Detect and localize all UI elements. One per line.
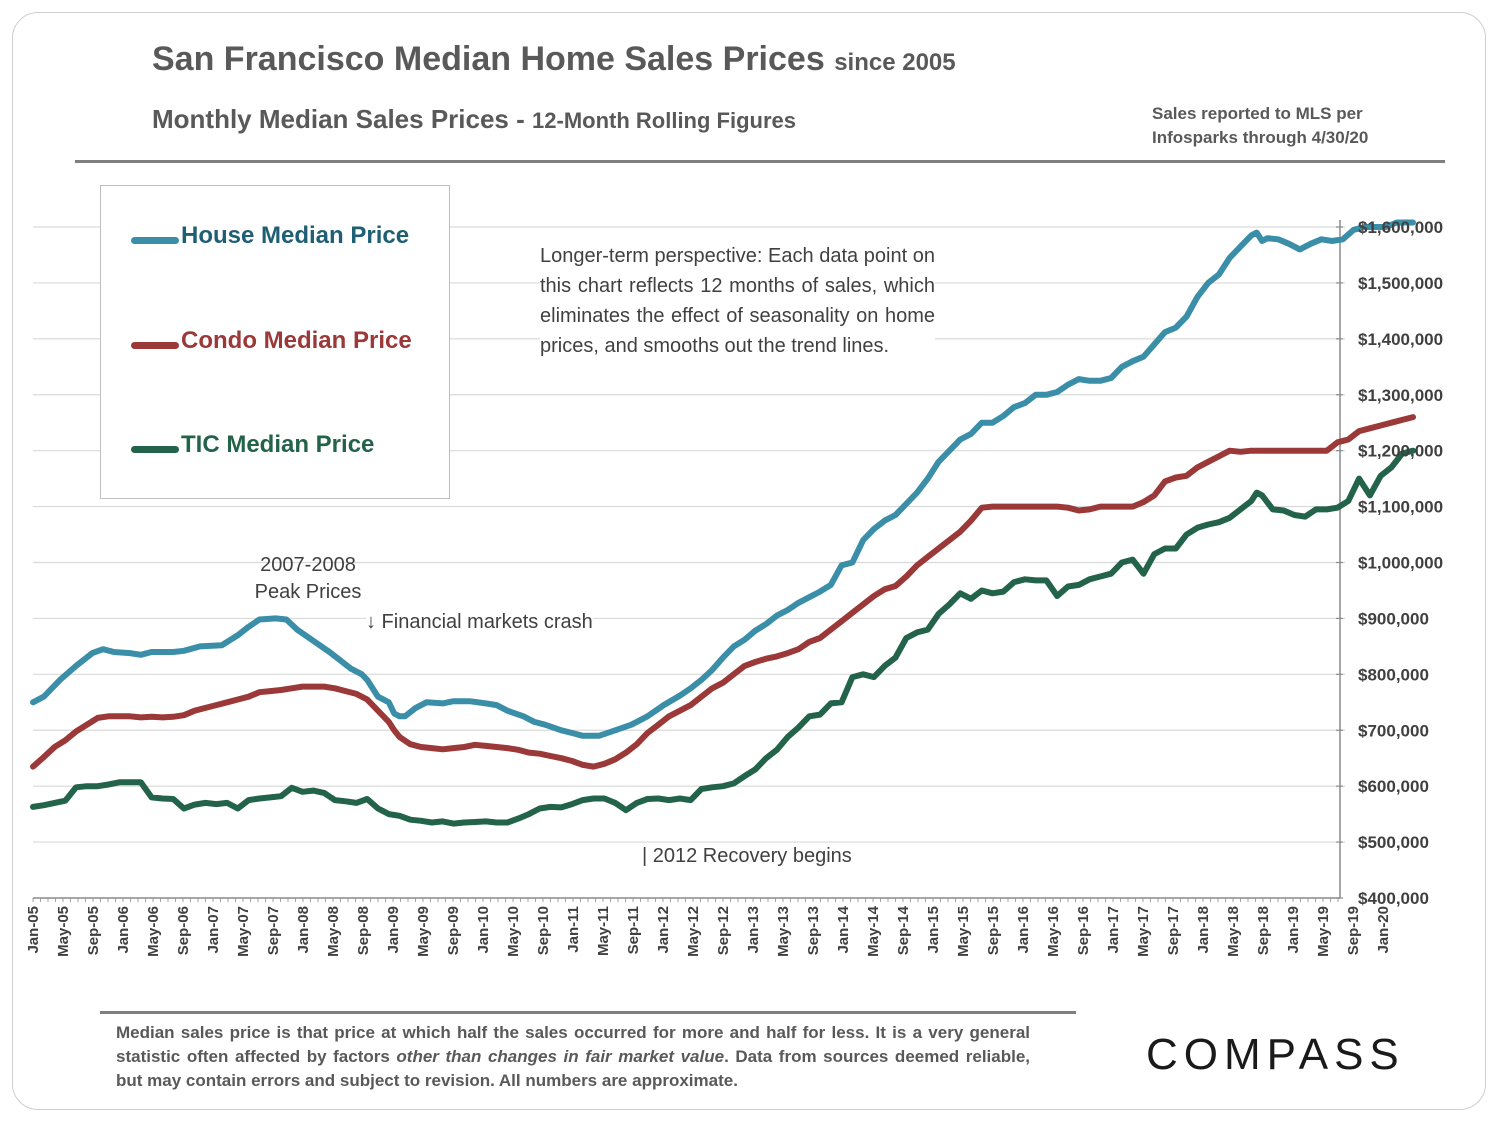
x-tick-label: Jan-09 bbox=[385, 906, 402, 954]
source-note-line1: Sales reported to MLS per bbox=[1152, 104, 1363, 123]
x-tick-label: Sep-07 bbox=[265, 906, 282, 955]
x-tick-label: May-15 bbox=[955, 906, 972, 957]
x-tick-label: May-19 bbox=[1315, 906, 1332, 957]
legend-label-house: House Median Price bbox=[181, 222, 410, 249]
x-tick-label: Jan-14 bbox=[835, 905, 852, 953]
x-tick-label: May-07 bbox=[235, 906, 252, 957]
x-tick-label: Sep-16 bbox=[1075, 906, 1092, 955]
y-tick-label: $1,100,000 bbox=[1358, 498, 1443, 517]
x-tick-label: Jan-08 bbox=[295, 906, 312, 954]
x-tick-label: Jan-15 bbox=[925, 906, 942, 954]
y-tick-label: $1,400,000 bbox=[1358, 330, 1443, 349]
y-tick-label: $1,000,000 bbox=[1358, 554, 1443, 573]
peak-prices-annotation: 2007-2008 Peak Prices bbox=[238, 552, 378, 606]
y-tick-label: $900,000 bbox=[1358, 609, 1429, 628]
footnote-part1: Median sales price is that price at whic… bbox=[116, 1023, 1030, 1066]
x-tick-label: Sep-05 bbox=[85, 906, 102, 955]
legend-swatch-condo bbox=[131, 342, 179, 349]
x-axis-labels: Jan-05 May-05 Sep-05 Jan-06 May-06 Sep-06 Jan-… bbox=[25, 905, 1392, 957]
x-tick-label: Jan-05 bbox=[25, 906, 42, 954]
x-tick-label: May-11 bbox=[595, 906, 612, 956]
y-tick-label: $400,000 bbox=[1358, 889, 1429, 908]
x-tick-label: Sep-10 bbox=[535, 906, 552, 955]
x-tick-label: May-13 bbox=[775, 906, 792, 957]
footnote-italic: other than changes in fair market value bbox=[396, 1047, 725, 1066]
compass-logo: COMPASS bbox=[1146, 1030, 1405, 1079]
perspective-annotation: Longer-term perspective: Each data point… bbox=[540, 241, 935, 367]
source-note-line2: Infosparks through 4/30/20 bbox=[1152, 128, 1369, 147]
x-tick-label: Jan-10 bbox=[475, 906, 492, 954]
series-line-house bbox=[30, 219, 1416, 739]
y-tick-label: $1,300,000 bbox=[1358, 386, 1443, 405]
footnote-divider bbox=[100, 1011, 1076, 1014]
x-tick-label: Sep-19 bbox=[1345, 906, 1362, 955]
x-tick-label: Jan-19 bbox=[1285, 906, 1302, 954]
page-frame bbox=[12, 12, 1486, 1110]
x-tick-label: Jan-12 bbox=[655, 906, 672, 954]
chart-title: San Francisco Median Home Sales Prices s… bbox=[152, 40, 956, 79]
x-tick-label: Sep-06 bbox=[175, 906, 192, 955]
x-tick-label: Jan-13 bbox=[745, 906, 762, 954]
legend-label-tic: TIC Median Price bbox=[181, 431, 375, 458]
x-tick-label: May-18 bbox=[1225, 906, 1242, 957]
x-tick-label: May-17 bbox=[1135, 906, 1152, 957]
y-tick-label: $1,200,000 bbox=[1358, 442, 1443, 461]
peak-prices-line2: Peak Prices bbox=[254, 581, 362, 603]
x-tick-label: Sep-12 bbox=[715, 906, 732, 955]
y-tick-label: $600,000 bbox=[1358, 777, 1429, 796]
x-tick-label: Jan-20 bbox=[1375, 906, 1392, 954]
x-tick-label: Jan-17 bbox=[1105, 906, 1122, 954]
x-tick-label: May-12 bbox=[685, 906, 702, 957]
axes bbox=[32, 220, 1343, 902]
x-tick-label: Jan-07 bbox=[205, 906, 222, 954]
x-tick-label: May-16 bbox=[1045, 906, 1062, 957]
footnote-part2: . Data from sources deemed reliable, but… bbox=[116, 1047, 1031, 1090]
legend: House Median Price Condo Median Price TI… bbox=[100, 185, 450, 499]
y-tick-label: $800,000 bbox=[1358, 665, 1429, 684]
x-tick-label: Sep-11 bbox=[625, 906, 642, 954]
legend-label-condo: Condo Median Price bbox=[181, 327, 412, 354]
x-tick-label: Jan-06 bbox=[115, 906, 132, 954]
y-tick-label: $700,000 bbox=[1358, 721, 1429, 740]
x-tick-label: May-06 bbox=[145, 906, 162, 957]
x-tick-label: May-14 bbox=[865, 905, 882, 957]
header-divider bbox=[75, 160, 1445, 163]
y-tick-label: $1,600,000 bbox=[1358, 218, 1443, 237]
series-line-tic bbox=[30, 447, 1416, 827]
x-tick-label: May-09 bbox=[415, 906, 432, 957]
chart-subtitle-main: Monthly Median Sales Prices - bbox=[152, 104, 525, 134]
x-tick-label: Sep-08 bbox=[355, 906, 372, 955]
footnote: Median sales price is that price at whic… bbox=[116, 1021, 1030, 1093]
recovery-annotation: | 2012 Recovery begins bbox=[642, 845, 852, 868]
x-tick-label: Jan-16 bbox=[1015, 906, 1032, 954]
y-tick-label: $500,000 bbox=[1358, 833, 1429, 852]
x-tick-label: Sep-15 bbox=[985, 906, 1002, 955]
x-tick-label: Sep-13 bbox=[805, 906, 822, 955]
chart-title-main: San Francisco Median Home Sales Prices bbox=[152, 40, 825, 78]
chart-subtitle-suffix: 12-Month Rolling Figures bbox=[532, 108, 797, 133]
series-line-condo bbox=[30, 414, 1416, 770]
legend-swatch-tic bbox=[131, 446, 179, 453]
x-tick-label: May-05 bbox=[55, 906, 72, 957]
legend-swatch-house bbox=[131, 237, 179, 244]
y-axis-labels: $400,000 $500,000 $600,000 $700,000 $800,000… bbox=[1358, 218, 1443, 908]
source-note: Sales reported to MLS per Infosparks thr… bbox=[1152, 102, 1368, 150]
x-tick-label: Sep-09 bbox=[445, 906, 462, 955]
chart-title-suffix: since 2005 bbox=[834, 49, 956, 76]
x-tick-label: Jan-11 bbox=[565, 906, 582, 953]
series-lines bbox=[30, 219, 1416, 827]
x-tick-label: Sep-18 bbox=[1255, 906, 1272, 955]
peak-prices-line1: 2007-2008 bbox=[260, 554, 356, 576]
x-tick-label: Sep-17 bbox=[1165, 906, 1182, 955]
x-tick-label: May-10 bbox=[505, 906, 522, 957]
x-tick-label: Jan-18 bbox=[1195, 906, 1212, 954]
chart-subtitle: Monthly Median Sales Prices - 12-Month R… bbox=[152, 104, 796, 135]
crash-annotation: ↓ Financial markets crash bbox=[366, 611, 593, 634]
y-tick-label: $1,500,000 bbox=[1358, 274, 1443, 293]
x-tick-label: May-08 bbox=[325, 906, 342, 957]
x-tick-label: Sep-14 bbox=[895, 905, 912, 955]
